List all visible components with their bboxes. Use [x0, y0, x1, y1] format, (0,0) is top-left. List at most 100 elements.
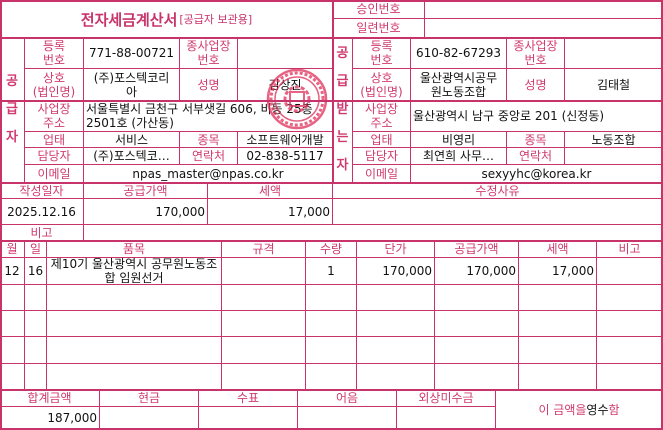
divider-footer — [0, 389, 663, 391]
item-row-2-month — [0, 311, 25, 337]
supplier-contact-label: 담당자 — [25, 148, 84, 165]
recipient-address: 울산광역시 남구 중앙로 201 (신정동) — [411, 101, 663, 132]
items-header-supply-amount: 공급가액 — [435, 241, 519, 258]
item-row-0-item: 제10기 울산광역시 공무원노동조 합 임원선거 — [47, 258, 222, 285]
supplier-biz-type: 서비스 — [84, 132, 180, 148]
supplier-address-label: 사업장 주소 — [25, 101, 84, 132]
item-row-0-note — [597, 258, 663, 285]
item-row-1-qty — [306, 285, 357, 311]
recipient-email-label: 이메일 — [353, 165, 411, 183]
supply-amount: 170,000 — [84, 199, 208, 225]
item-row-1-item — [47, 285, 222, 311]
item-row-1-tax — [519, 285, 597, 311]
item-row-2-unit-price — [357, 311, 435, 337]
item-row-4-day — [25, 364, 47, 390]
recipient-company-label: 상호 (법인명) — [353, 69, 411, 101]
footer-check-value — [199, 407, 298, 430]
divider-parties — [332, 37, 334, 184]
footer-check-label: 수표 — [199, 390, 298, 407]
items-header-qty: 수량 — [306, 241, 357, 258]
item-row-4-spec — [222, 364, 306, 390]
recipient-email: sexyyhc@korea.kr — [411, 165, 663, 183]
receipt-statement: 이 금액을 영수 함 — [496, 390, 663, 430]
item-row-3-spec — [222, 337, 306, 364]
item-row-0-qty: 1 — [306, 258, 357, 285]
recipient-contact-person: 최연희 사무… — [411, 148, 507, 165]
item-row-3-item — [47, 337, 222, 364]
items-header-month: 월 — [0, 241, 25, 258]
divider-title — [332, 0, 334, 38]
supplier-email-label: 이메일 — [25, 165, 84, 183]
supplier-ceo-name: 김상진 — [238, 69, 333, 101]
divider-header — [0, 37, 663, 39]
recipient-ceo-name: 김태철 — [565, 69, 663, 101]
recipient-biz-item-label: 종목 — [507, 132, 565, 148]
revision-reason-label: 수정사유 — [333, 183, 663, 199]
serial-number-value — [425, 19, 663, 38]
supplier-company-label: 상호 (법인명) — [25, 69, 84, 101]
items-header-unit-price: 단가 — [357, 241, 435, 258]
item-row-0-unit-price: 170,000 — [357, 258, 435, 285]
item-row-1-supply-amount — [435, 285, 519, 311]
item-row-1-day — [25, 285, 47, 311]
receipt-suffix: 함 — [608, 402, 620, 417]
item-row-2-qty — [306, 311, 357, 337]
footer-cash-value — [100, 407, 199, 430]
item-row-0-day: 16 — [25, 258, 47, 285]
divider-summary — [0, 182, 663, 184]
item-row-2-item — [47, 311, 222, 337]
recipient-company-name: 울산광역시공무 원노동조합 — [411, 69, 507, 101]
recipient-biz-item: 노동조합 — [565, 132, 663, 148]
footer-cash-label: 현금 — [100, 390, 199, 407]
footer-credit-label: 외상미수금 — [397, 390, 496, 407]
approval-number-value — [425, 0, 663, 19]
item-row-4-month — [0, 364, 25, 390]
item-row-1-spec — [222, 285, 306, 311]
recipient-biz-type-label: 업태 — [353, 132, 411, 148]
item-row-4-note — [597, 364, 663, 390]
footer-bill-value — [298, 407, 397, 430]
tax-amount: 17,000 — [208, 199, 333, 225]
recipient-ceo-label: 성명 — [507, 69, 565, 101]
item-row-0-month: 12 — [0, 258, 25, 285]
recipient-phone — [565, 148, 663, 165]
divider-company-row — [0, 100, 663, 102]
supplier-contact-person: (주)포스텍코… — [84, 148, 180, 165]
issue-date: 2025.12.16 — [0, 199, 84, 225]
invoice-title: 전자세금계산서 [공급자 보관용] — [0, 0, 333, 38]
item-row-2-day — [25, 311, 47, 337]
supplier-biz-item: 소프트웨어개발 — [238, 132, 333, 148]
item-row-3-month — [0, 337, 25, 364]
item-row-1-month — [0, 285, 25, 311]
subtitle-text: [공급자 보관용] — [179, 13, 253, 26]
item-row-4-qty — [306, 364, 357, 390]
item-row-3-day — [25, 337, 47, 364]
note-label: 비고 — [0, 225, 84, 241]
item-row-2-supply-amount — [435, 311, 519, 337]
recipient-branch-no — [565, 38, 663, 69]
item-row-3-supply-amount — [435, 337, 519, 364]
supplier-biz-type-label: 업태 — [25, 132, 84, 148]
supply-amount-label: 공급가액 — [84, 183, 208, 199]
supplier-ceo-label: 성명 — [180, 69, 238, 101]
item-row-1-note — [597, 285, 663, 311]
recipient-reg-no: 610-82-67293 — [411, 38, 507, 69]
supplier-section-label: 공 급 자 — [0, 38, 25, 183]
item-row-2-spec — [222, 311, 306, 337]
footer-total-label: 합계금액 — [0, 390, 100, 407]
item-row-2-note — [597, 311, 663, 337]
date-label: 작성일자 — [0, 183, 84, 199]
item-row-2-tax — [519, 311, 597, 337]
recipient-reg-no-label: 등록 번호 — [353, 38, 411, 69]
recipient-phone-label: 연락처 — [507, 148, 565, 165]
item-row-3-note — [597, 337, 663, 364]
items-header-day: 일 — [25, 241, 47, 258]
supplier-biz-item-label: 종목 — [180, 132, 238, 148]
item-row-0-tax: 17,000 — [519, 258, 597, 285]
item-row-3-tax — [519, 337, 597, 364]
item-row-4-supply-amount — [435, 364, 519, 390]
revision-reason — [333, 199, 663, 225]
approval-number-label: 승인번호 — [333, 0, 425, 19]
supplier-address: 서울특별시 금천구 서부샛길 606, 비동 25층 2501호 (가산동) — [84, 101, 333, 132]
